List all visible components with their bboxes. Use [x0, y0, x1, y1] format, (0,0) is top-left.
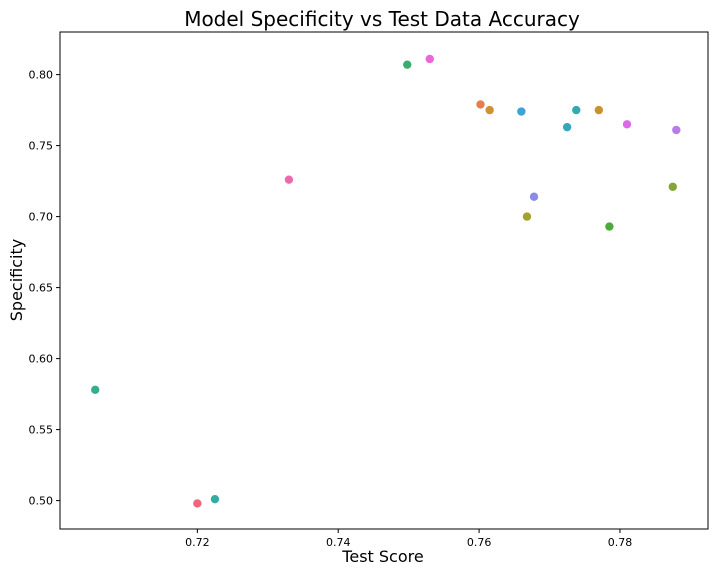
data-point — [604, 221, 615, 232]
data-point — [622, 119, 632, 130]
data-point — [529, 191, 539, 202]
data-point — [90, 385, 101, 395]
data-point — [516, 106, 527, 117]
y-tick-label: 0.60 — [29, 353, 54, 366]
data-point — [484, 105, 495, 115]
data-point — [562, 122, 572, 132]
x-tick-label: 0.76 — [467, 536, 492, 549]
data-point — [667, 181, 678, 192]
x-tick-label: 0.74 — [326, 536, 351, 549]
data-points — [90, 54, 682, 509]
x-tick-label: 0.72 — [185, 536, 210, 549]
y-axis-label: Specificity — [7, 239, 26, 321]
y-axis: 0.50 0.55 0.60 0.65 0.70 0.75 0.80 — [29, 69, 60, 508]
data-point — [594, 105, 604, 115]
y-tick-label: 0.70 — [29, 211, 54, 224]
x-tick-label: 0.78 — [608, 536, 633, 549]
plot-frame — [59, 31, 709, 530]
data-point — [475, 99, 486, 110]
y-tick-label: 0.55 — [29, 424, 54, 437]
data-point — [424, 54, 435, 64]
y-tick-label: 0.50 — [29, 495, 54, 508]
y-tick-label: 0.75 — [29, 140, 54, 153]
data-point — [284, 174, 294, 185]
data-point — [192, 498, 203, 509]
x-axis-label: Test Score — [341, 547, 423, 566]
y-tick-label: 0.65 — [29, 282, 54, 295]
data-point — [671, 125, 682, 135]
x-axis: 0.72 0.74 0.76 0.78 — [185, 529, 632, 549]
data-point — [210, 494, 220, 504]
y-tick-label: 0.80 — [29, 69, 54, 82]
data-point — [402, 59, 413, 70]
data-point — [522, 211, 532, 222]
chart-title: Model Specificity vs Test Data Accuracy — [184, 7, 580, 31]
data-point — [571, 105, 582, 115]
